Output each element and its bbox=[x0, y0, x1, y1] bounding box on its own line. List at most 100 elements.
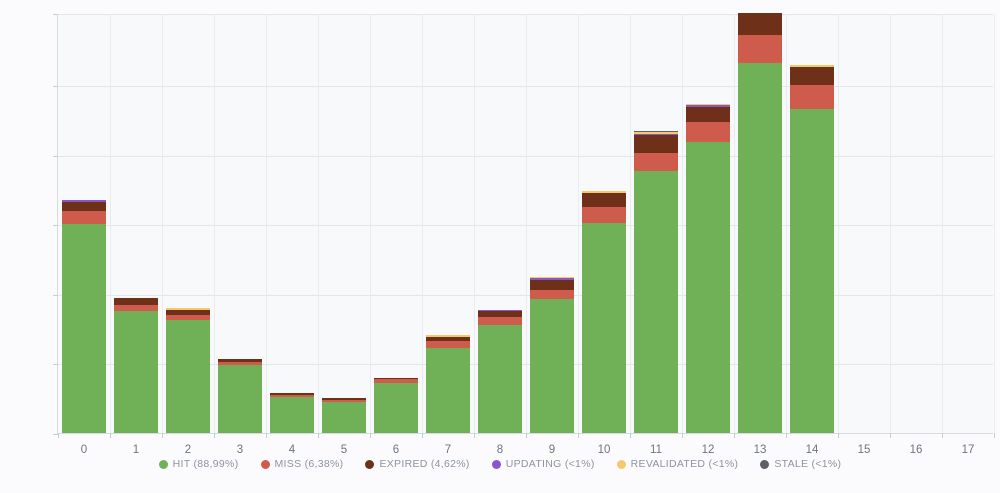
bar-segment-hit[interactable] bbox=[62, 223, 106, 433]
x-axis-tick-label: 5 bbox=[340, 444, 348, 456]
bar-segment-miss[interactable] bbox=[790, 85, 834, 109]
legend-item-stale[interactable]: STALE (<1%) bbox=[760, 458, 841, 470]
bar-segment-revalidated[interactable] bbox=[790, 65, 834, 67]
bar-segment-hit[interactable] bbox=[114, 311, 158, 433]
legend-label: HIT (88,99%) bbox=[172, 458, 239, 470]
bar-stack[interactable] bbox=[218, 359, 262, 433]
bar-segment-expired[interactable] bbox=[426, 336, 470, 342]
bar-segment-hit[interactable] bbox=[478, 325, 522, 433]
bar-stack[interactable] bbox=[114, 297, 158, 433]
x-axis-tick-label: 8 bbox=[496, 444, 504, 456]
gridline-vertical bbox=[994, 14, 995, 433]
bar-segment-miss[interactable] bbox=[322, 399, 366, 402]
bar-segment-expired[interactable] bbox=[686, 106, 730, 122]
bar-stack[interactable] bbox=[62, 200, 106, 433]
legend-item-updating[interactable]: UPDATING (<1%) bbox=[491, 458, 595, 470]
bar-segment-revalidated[interactable] bbox=[582, 191, 626, 193]
bar-segment-hit[interactable] bbox=[374, 382, 418, 433]
bar-segment-stale[interactable] bbox=[634, 130, 678, 133]
bar-stack[interactable] bbox=[478, 309, 522, 433]
bar-segment-hit[interactable] bbox=[686, 142, 730, 433]
bar-segment-hit[interactable] bbox=[218, 364, 262, 433]
bar-segment-expired[interactable] bbox=[114, 297, 158, 305]
bar-segment-revalidated[interactable] bbox=[530, 276, 574, 279]
bar-segment-expired[interactable] bbox=[478, 311, 522, 318]
bar-stack[interactable] bbox=[634, 130, 678, 433]
bar-segment-revalidated[interactable] bbox=[426, 335, 470, 337]
bar-segment-expired[interactable] bbox=[582, 192, 626, 207]
y-axis-tick-mark bbox=[53, 86, 58, 88]
bar-segment-miss[interactable] bbox=[738, 34, 782, 64]
bar-segment-miss[interactable] bbox=[218, 361, 262, 365]
bar-segment-hit[interactable] bbox=[790, 108, 834, 433]
bar-segment-revalidated[interactable] bbox=[166, 308, 210, 310]
chart-legend: HIT (88,99%) MISS (6,38%) EXPIRED (4,62%) U… bbox=[0, 458, 1000, 470]
bar-segment-updating[interactable] bbox=[478, 309, 522, 312]
bar-segment-miss[interactable] bbox=[582, 206, 626, 223]
bar-segment-hit[interactable] bbox=[270, 397, 314, 433]
x-axis-tick-label: 13 bbox=[753, 444, 767, 456]
bar-segment-hit[interactable] bbox=[582, 222, 626, 433]
x-axis-tick-label: 12 bbox=[701, 444, 715, 456]
bar-stack[interactable] bbox=[374, 377, 418, 433]
gridline-vertical bbox=[526, 14, 527, 433]
bar-stack[interactable] bbox=[686, 103, 730, 433]
legend-item-expired[interactable]: EXPIRED (4,62%) bbox=[365, 458, 469, 470]
bar-segment-expired[interactable] bbox=[738, 13, 782, 35]
bar-stack[interactable] bbox=[270, 393, 314, 433]
gridline-horizontal bbox=[58, 86, 993, 88]
bar-segment-updating[interactable] bbox=[686, 105, 730, 107]
bar-stack[interactable] bbox=[582, 191, 626, 433]
x-axis-tick-label: 2 bbox=[184, 444, 192, 456]
bar-segment-miss[interactable] bbox=[530, 290, 574, 300]
bar-segment-miss[interactable] bbox=[478, 317, 522, 326]
x-axis-tick-mark bbox=[994, 433, 995, 438]
bar-segment-revalidated[interactable] bbox=[634, 132, 678, 134]
bar-segment-expired[interactable] bbox=[790, 66, 834, 86]
bar-segment-expired[interactable] bbox=[374, 377, 418, 380]
bar-segment-updating[interactable] bbox=[62, 200, 106, 203]
bar-segment-miss[interactable] bbox=[166, 314, 210, 320]
bar-segment-expired[interactable] bbox=[634, 135, 678, 154]
bar-segment-expired[interactable] bbox=[218, 359, 262, 362]
legend-item-hit[interactable]: HIT (88,99%) bbox=[158, 458, 239, 470]
bar-segment-revalidated[interactable] bbox=[686, 103, 730, 106]
bar-segment-hit[interactable] bbox=[166, 319, 210, 433]
bar-segment-hit[interactable] bbox=[426, 348, 470, 433]
gridline-vertical bbox=[214, 14, 215, 433]
bar-stack[interactable] bbox=[322, 398, 366, 433]
x-axis-tick-label: 15 bbox=[857, 444, 871, 456]
bar-segment-expired[interactable] bbox=[166, 309, 210, 315]
bar-segment-miss[interactable] bbox=[114, 304, 158, 312]
bar-segment-miss[interactable] bbox=[686, 121, 730, 143]
x-axis-tick-mark bbox=[110, 433, 111, 438]
bar-segment-expired[interactable] bbox=[62, 202, 106, 212]
bar-segment-hit[interactable] bbox=[738, 63, 782, 433]
legend-item-revalidated[interactable]: REVALIDATED (<1%) bbox=[616, 458, 739, 470]
legend-item-miss[interactable]: MISS (6,38%) bbox=[260, 458, 344, 470]
bar-segment-expired[interactable] bbox=[530, 279, 574, 291]
bar-stack[interactable] bbox=[166, 308, 210, 433]
bar-stack[interactable] bbox=[738, 13, 782, 433]
bar-stack[interactable] bbox=[426, 335, 470, 433]
gridline-vertical bbox=[370, 14, 371, 433]
bar-segment-miss[interactable] bbox=[62, 211, 106, 224]
bar-segment-miss[interactable] bbox=[270, 394, 314, 398]
bar-segment-updating[interactable] bbox=[530, 278, 574, 280]
bar-segment-updating[interactable] bbox=[634, 133, 678, 136]
bar-segment-miss[interactable] bbox=[374, 379, 418, 383]
bar-segment-expired[interactable] bbox=[270, 393, 314, 395]
x-axis-tick-mark bbox=[318, 433, 319, 438]
bar-segment-hit[interactable] bbox=[530, 299, 574, 433]
bar-stack[interactable] bbox=[790, 65, 834, 433]
legend-color-dot-icon bbox=[158, 459, 168, 469]
bar-segment-miss[interactable] bbox=[634, 153, 678, 172]
bar-segment-miss[interactable] bbox=[426, 341, 470, 349]
gridline-horizontal bbox=[58, 294, 993, 296]
bar-segment-expired[interactable] bbox=[322, 398, 366, 400]
bar-segment-hit[interactable] bbox=[634, 171, 678, 433]
gridline-vertical bbox=[630, 14, 631, 433]
bar-segment-hit[interactable] bbox=[322, 401, 366, 433]
bar-stack[interactable] bbox=[530, 276, 574, 433]
y-axis-tick-mark bbox=[53, 225, 58, 227]
